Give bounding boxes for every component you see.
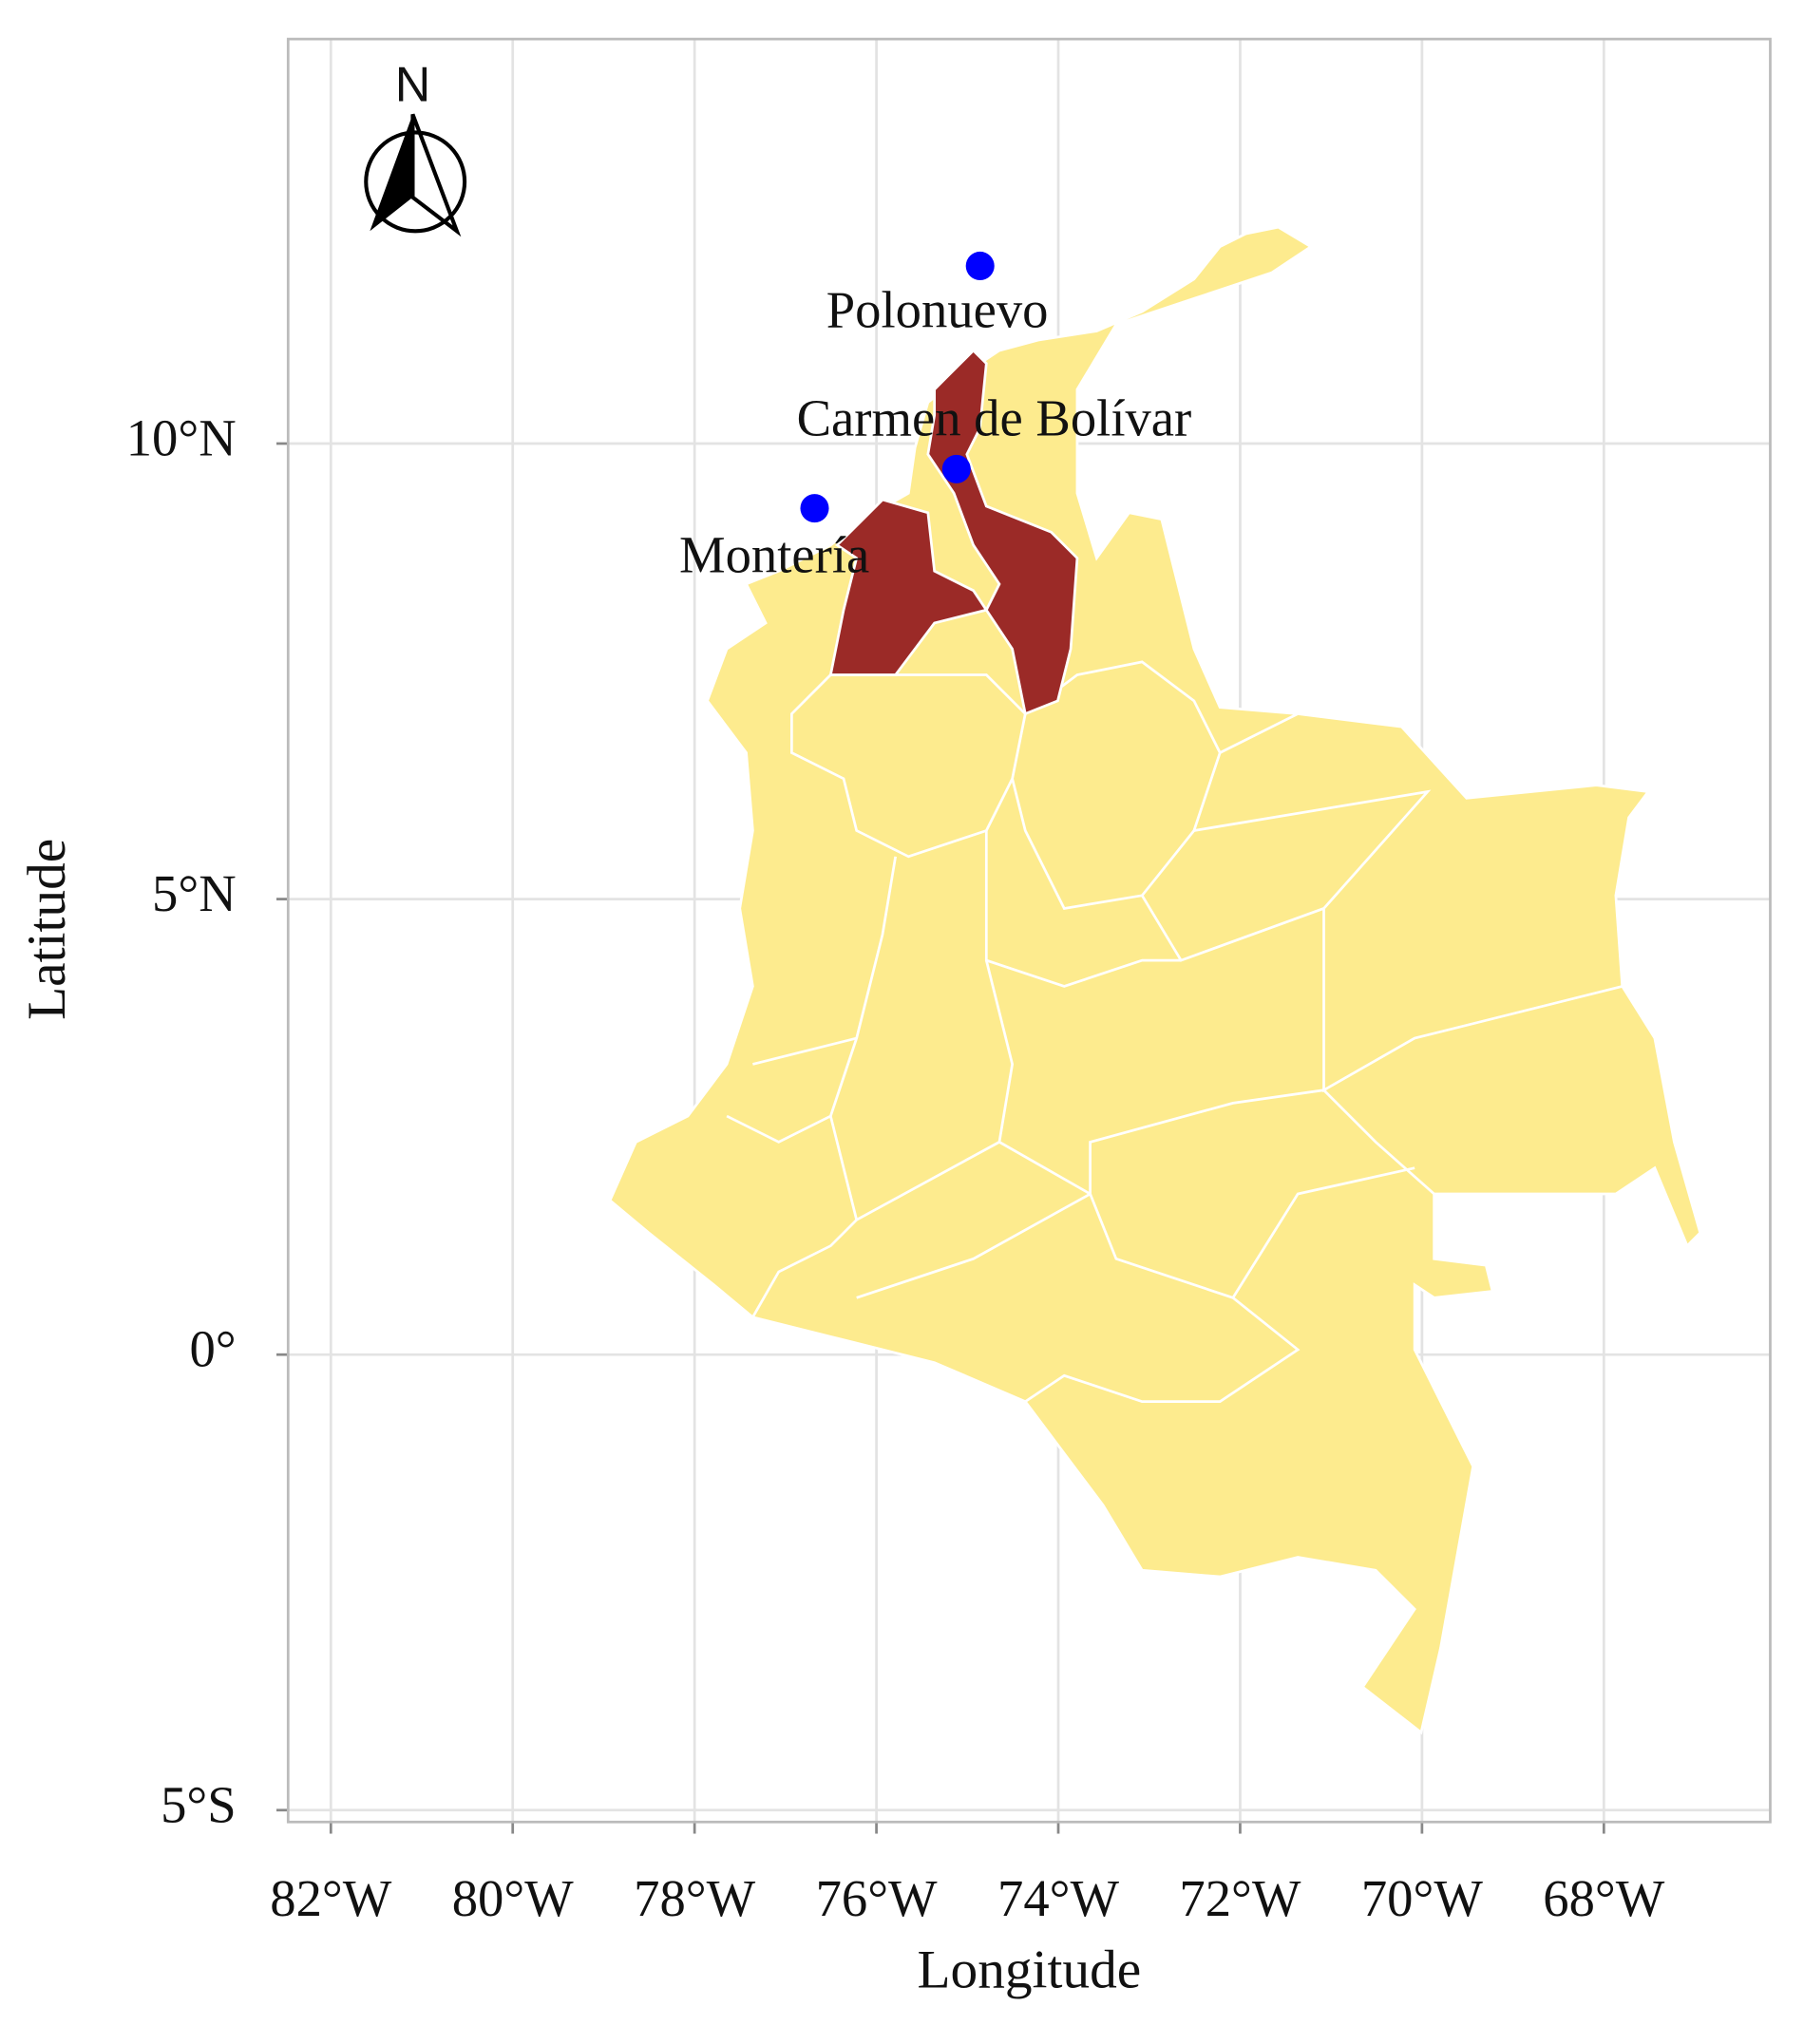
highlight-region: [926, 349, 1079, 716]
y-tick-label: 5°S: [161, 1775, 237, 1833]
x-tick-label: 74°W: [997, 1869, 1119, 1927]
country-shape: [608, 225, 1702, 1735]
y-tick-label: 5°N: [152, 864, 237, 922]
x-tick-label: 82°W: [270, 1869, 391, 1927]
north-arrow-circle: [364, 130, 467, 234]
city-point: [800, 494, 829, 523]
x-tick-label: 78°W: [634, 1869, 755, 1927]
department-borders: [726, 660, 1624, 1403]
y-tick-label: 0°: [189, 1320, 236, 1378]
x-tick-label: 72°W: [1179, 1869, 1301, 1927]
north-arrow-left: [370, 114, 413, 232]
x-tick-label: 68°W: [1543, 1869, 1664, 1927]
x-tick-label: 76°W: [816, 1869, 938, 1927]
north-arrow-right: [410, 113, 462, 237]
city-point: [965, 251, 995, 280]
y-axis-title: Latitude: [17, 839, 77, 1020]
north-arrow: N: [364, 58, 467, 237]
north-arrow-label: N: [395, 58, 431, 113]
x-axis-title: Longitude: [917, 1940, 1141, 2000]
highlight-region: [828, 498, 989, 676]
land: [608, 225, 1702, 1735]
x-tick-label: 80°W: [452, 1869, 574, 1927]
y-tick-label: 10°N: [126, 409, 237, 467]
city-label: Carmen de Bolívar: [797, 389, 1192, 447]
city-point: [941, 454, 971, 483]
city-label: Polonuevo: [826, 280, 1049, 338]
panel-border: [286, 37, 1772, 1824]
x-tick-label: 70°W: [1361, 1869, 1483, 1927]
city-label: Montería: [679, 525, 869, 583]
